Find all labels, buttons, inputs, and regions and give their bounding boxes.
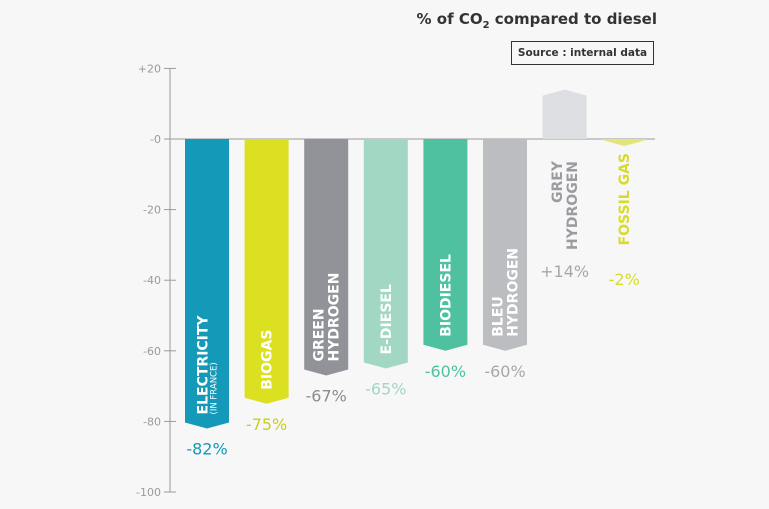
y-tick-label: -80 bbox=[143, 415, 161, 428]
category-label-line: FOSSIL GAS bbox=[617, 153, 633, 245]
bar-group: BIODIESEL -60% bbox=[423, 139, 468, 381]
value-label: -67% bbox=[306, 387, 347, 406]
category-label-line: HYDROGEN bbox=[327, 273, 343, 362]
y-tick-label: -40 bbox=[143, 274, 161, 287]
y-tick-label: -20 bbox=[143, 204, 161, 217]
y-tick-label: -100 bbox=[136, 486, 161, 499]
category-label-line: BIOGAS bbox=[260, 330, 276, 390]
value-label: -65% bbox=[365, 379, 406, 398]
value-label: -82% bbox=[186, 439, 227, 458]
category-label-line: BLEU bbox=[491, 296, 507, 337]
bar-group: ELECTRICITY(IN FRANCE) -82% bbox=[185, 139, 229, 458]
value-label: -2% bbox=[609, 270, 640, 289]
title-prefix: % of CO bbox=[416, 10, 483, 28]
category-label-line: HYDROGEN bbox=[506, 248, 522, 337]
category-label: GREEN HYDROGEN bbox=[312, 273, 343, 362]
title-suffix: compared to diesel bbox=[489, 10, 657, 28]
category-sublabel: (IN FRANCE) bbox=[210, 362, 220, 414]
category-label-line: ELECTRICITY bbox=[196, 315, 212, 415]
bar bbox=[423, 139, 468, 351]
category-label: BIODIESEL bbox=[438, 254, 454, 337]
value-label: -60% bbox=[425, 362, 466, 381]
category-label: FOSSIL GAS bbox=[617, 153, 633, 245]
bar bbox=[542, 89, 587, 139]
category-label: E-DIESEL bbox=[379, 284, 395, 354]
value-label: +14% bbox=[540, 262, 589, 281]
y-tick-label: -0 bbox=[150, 133, 161, 146]
category-label: BLEU HYDROGEN bbox=[491, 248, 522, 337]
category-label-line: BIODIESEL bbox=[438, 254, 454, 337]
bar-group: FOSSIL GAS -2% bbox=[602, 139, 647, 289]
category-label: GREY HYDROGEN bbox=[550, 160, 581, 250]
category-label: BIOGAS bbox=[260, 330, 276, 390]
bar bbox=[483, 139, 527, 351]
bar bbox=[363, 139, 408, 369]
y-tick-label: +20 bbox=[138, 62, 161, 75]
value-label: -75% bbox=[246, 415, 287, 434]
bar-group: GREY HYDROGEN +14% bbox=[540, 89, 589, 281]
bar-group: E-DIESEL -65% bbox=[363, 139, 408, 398]
bar-group: GREEN HYDROGEN -67% bbox=[304, 139, 349, 406]
bar bbox=[185, 139, 229, 429]
category-label-line: E-DIESEL bbox=[379, 284, 395, 354]
value-label: -60% bbox=[484, 362, 525, 381]
source-box: Source : internal data bbox=[511, 41, 654, 65]
bar bbox=[244, 139, 289, 404]
bar bbox=[602, 139, 647, 147]
category-label-line: HYDROGEN bbox=[565, 161, 581, 250]
category-label-line: GREEN bbox=[312, 308, 328, 361]
y-tick-label: -60 bbox=[143, 345, 161, 358]
bar-group: BIOGAS -75% bbox=[244, 139, 289, 434]
category-label: ELECTRICITY(IN FRANCE) bbox=[196, 315, 220, 415]
bar bbox=[304, 139, 349, 376]
source-text: Source : internal data bbox=[517, 47, 648, 59]
category-label-line: GREY bbox=[550, 160, 566, 203]
chart-title: % of CO2 compared to diesel bbox=[417, 10, 657, 31]
bar-group: BLEU HYDROGEN -60% bbox=[483, 139, 527, 381]
title-subscript: 2 bbox=[482, 20, 490, 31]
